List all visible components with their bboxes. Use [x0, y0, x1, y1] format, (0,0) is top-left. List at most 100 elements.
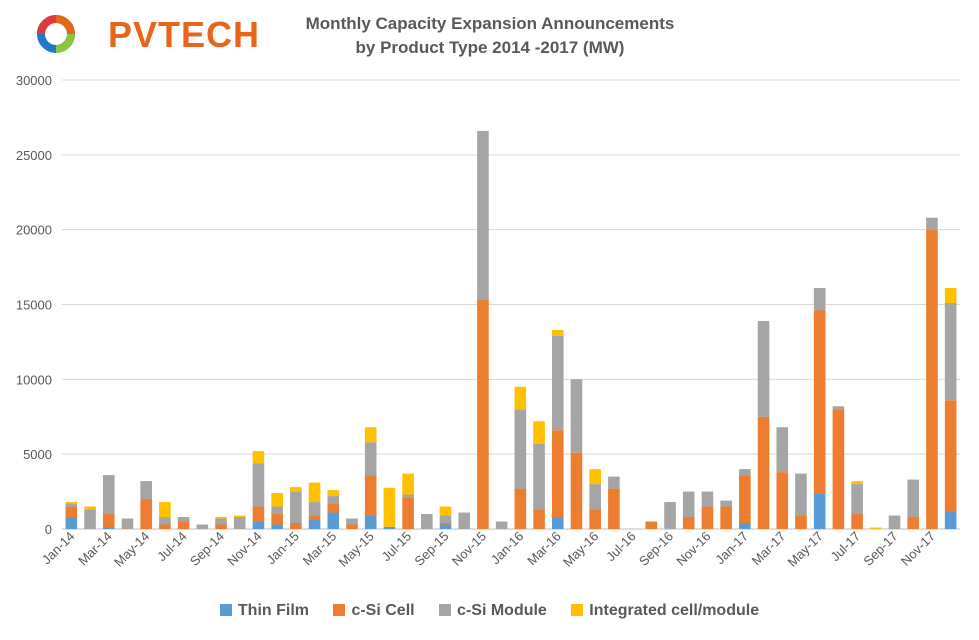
chart-title: Monthly Capacity Expansion Announcements… — [250, 12, 730, 60]
pvtech-logo: PVTECH — [36, 8, 259, 62]
bar-thin-film — [364, 515, 377, 529]
bar-thin-film — [65, 517, 78, 529]
legend-label-thin-film: Thin Film — [237, 602, 309, 619]
bar-csi-module — [308, 502, 321, 516]
bar-csi-module — [290, 491, 302, 524]
bar-csi-module — [252, 463, 265, 507]
x-tick-label: May-15 — [336, 529, 377, 570]
bar-csi-cell — [177, 521, 190, 529]
bar-integrated — [215, 517, 227, 519]
bar-csi-module — [327, 496, 340, 504]
legend-item-integrated: Integrated cell/module — [571, 602, 759, 620]
bar-integrated — [870, 527, 882, 529]
bar-csi-module — [477, 130, 489, 301]
x-tick-label: Jul-15 — [379, 529, 415, 565]
bar-integrated — [439, 506, 452, 516]
x-tick-label: Nov-17 — [898, 529, 938, 569]
bar-csi-cell — [757, 416, 770, 529]
bar-csi-module — [140, 481, 152, 500]
bar-csi-cell — [589, 509, 601, 529]
bar-csi-cell — [159, 524, 171, 529]
bar-csi-module — [533, 443, 545, 510]
bar-integrated — [533, 421, 545, 444]
x-tick-label: Nov-15 — [449, 529, 489, 569]
bar-csi-module — [364, 442, 377, 476]
legend-label-csi-module: c-Si Module — [457, 602, 547, 619]
bar-csi-module — [926, 217, 938, 230]
bar-csi-module — [439, 515, 452, 524]
bar-csi-cell — [907, 517, 920, 529]
bar-csi-cell — [252, 506, 265, 522]
x-tick-label: Jul-16 — [603, 529, 639, 565]
bar-integrated — [364, 427, 377, 443]
x-tick-label: Sep-14 — [187, 529, 227, 569]
bar-csi-cell — [215, 524, 227, 529]
x-tick-label: Sep-17 — [860, 529, 900, 569]
bar-csi-module — [608, 476, 620, 489]
bar-integrated — [65, 502, 78, 504]
bar-csi-cell — [514, 488, 527, 529]
bar-csi-cell — [720, 506, 732, 529]
legend-label-csi-cell: c-Si Cell — [351, 602, 415, 619]
bar-csi-module — [832, 406, 845, 410]
legend-swatch-integrated — [571, 604, 584, 616]
x-tick-label: Sep-15 — [411, 529, 451, 569]
bar-csi-cell — [608, 488, 620, 529]
x-tick-label: May-16 — [560, 529, 601, 570]
bar-integrated — [327, 490, 340, 497]
bar-csi-module — [739, 469, 751, 476]
legend-item-thin-film: Thin Film — [219, 602, 309, 620]
bar-csi-module — [421, 514, 433, 529]
bar-csi-module — [84, 509, 96, 529]
bar-thin-film — [327, 512, 340, 529]
bar-csi-module — [196, 524, 209, 529]
bar-integrated — [271, 493, 283, 507]
bar-csi-module — [121, 518, 134, 529]
bar-csi-cell — [926, 229, 938, 529]
bar-csi-module — [757, 320, 770, 417]
bar-csi-cell — [739, 475, 751, 524]
bar-csi-module — [271, 506, 283, 515]
logo-ring-icon — [37, 15, 75, 53]
bar-csi-cell — [551, 430, 564, 518]
legend-item-csi-module: c-Si Module — [439, 602, 547, 620]
bar-csi-module — [233, 517, 246, 529]
x-tick-label: Mar-15 — [300, 529, 340, 569]
chart-title-line-2: by Product Type 2014 -2017 (MW) — [355, 38, 625, 57]
legend-swatch-csi-cell — [333, 604, 346, 616]
bar-csi-cell — [140, 499, 152, 529]
bar-csi-cell — [308, 515, 321, 521]
bar-csi-cell — [402, 497, 414, 529]
bar-csi-module — [776, 427, 789, 473]
bar-thin-film — [102, 527, 115, 529]
bar-integrated — [402, 473, 414, 495]
x-tick-label: Jul-17 — [828, 529, 864, 565]
bar-integrated — [308, 482, 321, 503]
x-tick-label: Jan-16 — [488, 529, 527, 568]
y-tick-label: 25000 — [16, 148, 52, 163]
legend-swatch-thin-film — [219, 604, 232, 616]
logo-wordmark: PVTECH — [108, 14, 261, 55]
bar-csi-cell — [65, 506, 78, 518]
bar-csi-module — [570, 379, 583, 453]
bar-integrated — [551, 329, 564, 336]
bar-integrated — [290, 487, 302, 492]
bar-csi-module — [102, 475, 115, 515]
bar-csi-module — [65, 503, 78, 507]
bar-csi-module — [589, 484, 601, 510]
bar-csi-cell — [701, 506, 714, 529]
bar-thin-film — [271, 524, 283, 529]
bar-csi-cell — [776, 472, 789, 529]
bar-csi-module — [682, 491, 695, 518]
bar-csi-cell — [290, 523, 302, 529]
bar-integrated — [851, 481, 863, 485]
bar-csi-cell — [813, 310, 826, 494]
bar-integrated — [383, 487, 396, 527]
bar-thin-film — [439, 524, 452, 529]
x-tick-label: Mar-16 — [524, 529, 564, 569]
bar-csi-cell — [682, 517, 695, 529]
bar-csi-module — [795, 473, 807, 516]
x-tick-label: Mar-17 — [749, 529, 789, 569]
bar-csi-cell — [327, 503, 340, 513]
bar-csi-cell — [439, 523, 452, 525]
